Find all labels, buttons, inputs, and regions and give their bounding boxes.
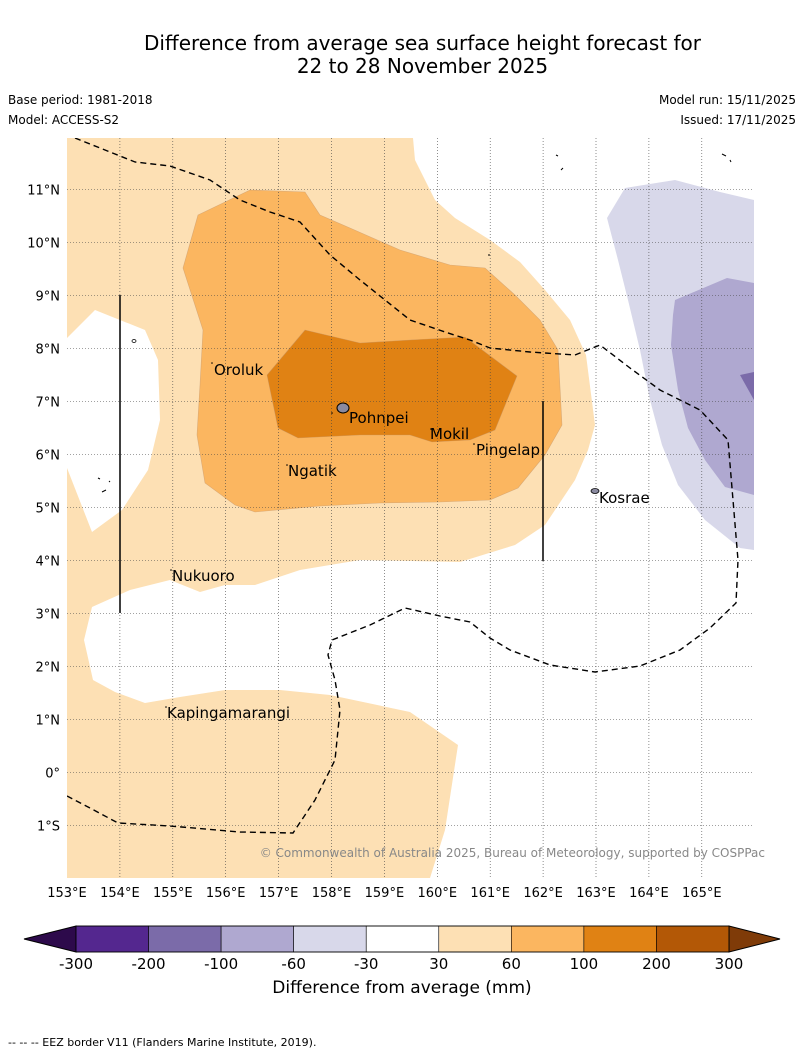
colorbar-tick: -60 [281, 955, 306, 973]
lat-tick-label: 9°N [36, 290, 61, 305]
lat-tick-label: 1°N [36, 714, 61, 729]
colorbar-extend-max [728, 925, 781, 953]
colorbar-segment [583, 925, 657, 953]
islands [97, 153, 732, 708]
colorbar-tick: -300 [59, 955, 93, 973]
small-island [97, 477, 111, 493]
colorbar-tick: -100 [204, 955, 238, 973]
ngatik-island [286, 464, 288, 466]
anomaly-region-neg-100-200 [740, 372, 754, 400]
lon-tick-label: 160°E [418, 886, 458, 901]
lon-tick-label: 159°E [365, 886, 405, 901]
contour-lines [182, 189, 563, 513]
mokil-island [430, 428, 432, 430]
colorbar-segment [511, 925, 585, 953]
colorbar-tick: 30 [429, 955, 448, 973]
pingelap-island [473, 443, 475, 445]
lon-tick-label: 162°E [523, 886, 563, 901]
small-island [555, 153, 732, 171]
lat-tick-label: 11°N [27, 184, 60, 199]
place-label-oroluk: Oroluk [214, 361, 263, 379]
lon-tick-label: 154°E [100, 886, 140, 901]
chart-title: Difference from average sea surface heig… [0, 32, 804, 78]
latitude-tick-labels: 11°N 10°N 9°N 8°N 7°N 6°N 5°N 4°N 3°N 2°N 1°N 0° 1°S [27, 184, 60, 835]
place-label-kapingamarangi: Kapingamarangi [167, 704, 290, 722]
lon-tick-label: 161°E [470, 886, 510, 901]
lon-tick-label: 158°E [312, 886, 352, 901]
small-island [131, 339, 137, 343]
colorbar-tick-labels: -300 -200 -100 -60 -30 30 60 100 200 300 [59, 955, 743, 973]
colorbar-tick: 100 [570, 955, 599, 973]
lon-tick-label: 157°E [259, 886, 299, 901]
model-name: Model: ACCESS-S2 [8, 113, 120, 127]
colorbar-segments [75, 925, 730, 953]
pohnpei-island [336, 402, 350, 414]
colorbar-tick: 200 [642, 955, 671, 973]
colorbar-segment [75, 925, 149, 953]
lon-tick-label: 165°E [682, 886, 722, 901]
lat-tick-label: 5°N [36, 502, 61, 517]
model-run: Model run: 15/11/2025 [658, 93, 796, 107]
gridlines [67, 138, 754, 878]
lat-tick-label: 0° [45, 767, 60, 782]
lat-tick-label: 6°N [36, 449, 61, 464]
lat-tick-label: 10°N [27, 237, 60, 252]
lon-tick-label: 156°E [206, 886, 246, 901]
lon-tick-label: 155°E [153, 886, 193, 901]
title-line-1: Difference from average sea surface heig… [143, 31, 702, 55]
kapingamarangi-island [165, 706, 167, 708]
lon-tick-label: 153°E [47, 886, 87, 901]
oroluk-island [211, 362, 213, 364]
eez-footnote: -- -- -- EEZ border V11 (Flanders Marine… [8, 1036, 317, 1049]
lat-tick-label: 4°N [36, 555, 61, 570]
anomaly-region-100-200 [267, 330, 517, 442]
lon-tick-label: 163°E [576, 886, 616, 901]
map-plot-area [67, 138, 754, 878]
place-label-nukuoro: Nukuoro [172, 567, 235, 585]
place-label-kosrae: Kosrae [599, 489, 650, 507]
colorbar-label: Difference from average (mm) [272, 978, 532, 998]
colorbar-extend-min [23, 925, 77, 953]
place-label-pingelap: Pingelap [476, 441, 540, 459]
place-labels: Oroluk Pohnpei Mokil Pingelap Ngatik Kos… [167, 361, 650, 722]
place-label-mokil: Mokil [430, 425, 469, 443]
nukuoro-island [170, 569, 172, 571]
longitude-tick-labels: 153°E 154°E 155°E 156°E 157°E 158°E 159°E 160°E… [47, 886, 721, 901]
anomaly-region-neg-60-100 [671, 278, 754, 495]
lat-tick-label: 8°N [36, 343, 61, 358]
colorbar-tick: 300 [715, 955, 744, 973]
title-line-2: 22 to 28 November 2025 [296, 54, 549, 78]
lat-tick-label: 1°S [37, 820, 60, 835]
colorbar-tick: 60 [502, 955, 521, 973]
colorbar: -300 -200 -100 -60 -30 30 60 100 200 300 [23, 925, 781, 973]
place-label-ngatik: Ngatik [288, 462, 337, 480]
small-island [331, 412, 333, 414]
lat-tick-label: 7°N [36, 396, 61, 411]
lon-tick-label: 164°E [629, 886, 669, 901]
place-label-pohnpei: Pohnpei [349, 409, 409, 427]
colorbar-segment [365, 925, 440, 953]
issued-date: Issued: 17/11/2025 [680, 113, 796, 127]
colorbar-tick: -200 [132, 955, 166, 973]
colorbar-segment [656, 925, 730, 953]
lat-tick-label: 2°N [36, 661, 61, 676]
colorbar-segment [220, 925, 294, 953]
colorbar-segment [148, 925, 222, 953]
colorbar-segment [438, 925, 512, 953]
kosrae-island [590, 488, 600, 494]
colorbar-tick: -30 [354, 955, 379, 973]
copyright-notice: © Commonwealth of Australia 2025, Bureau… [260, 846, 765, 860]
colorbar-segment [293, 925, 367, 953]
base-period: Base period: 1981-2018 [8, 93, 153, 107]
lat-tick-label: 3°N [36, 608, 61, 623]
colorbar-frame [75, 925, 730, 953]
